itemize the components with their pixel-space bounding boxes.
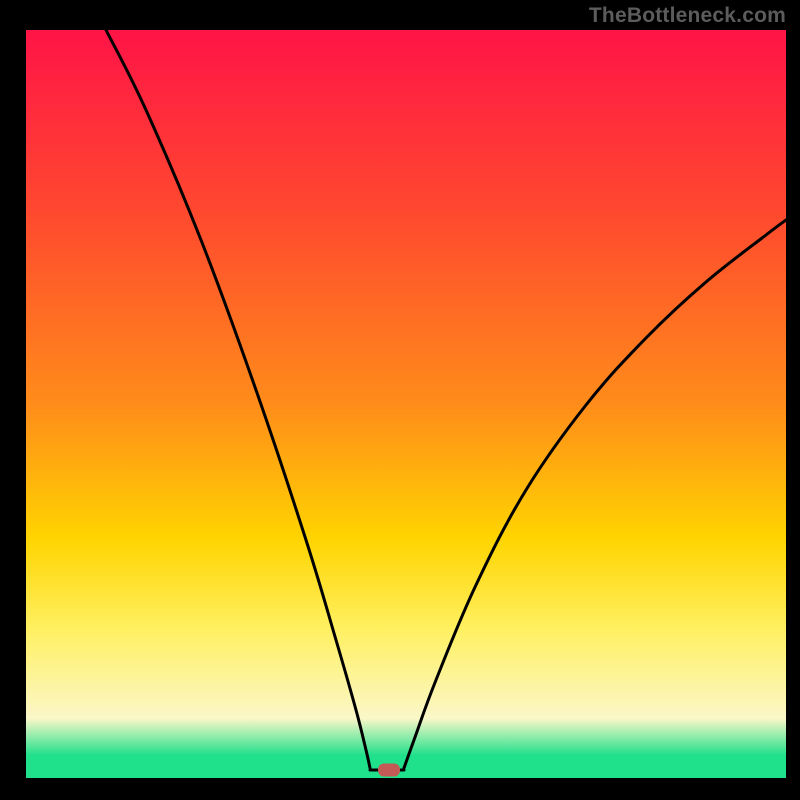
bottleneck-marker bbox=[378, 764, 400, 777]
curve-layer bbox=[26, 30, 786, 778]
curve-left bbox=[106, 30, 370, 768]
chart-frame: TheBottleneck.com bbox=[0, 0, 800, 800]
curve-right bbox=[404, 220, 786, 768]
watermark-label: TheBottleneck.com bbox=[589, 4, 786, 28]
